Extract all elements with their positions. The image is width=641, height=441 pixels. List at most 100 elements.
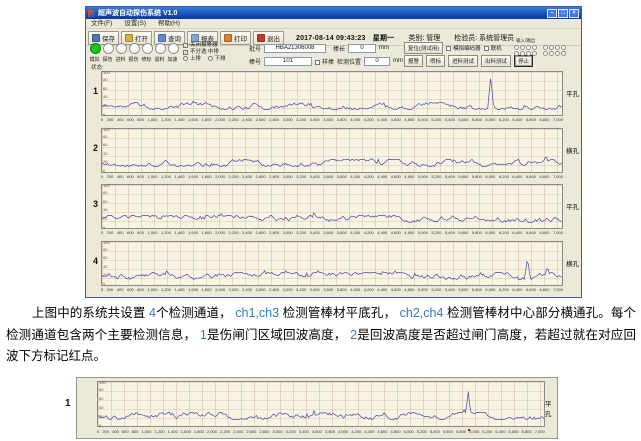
sample-checkbox[interactable]: 样棒 (315, 57, 334, 66)
x-tick-label: 3,800 (336, 286, 347, 292)
x-tick-label: 5,000 (417, 230, 428, 235)
exit-icon (257, 33, 265, 42)
status-lights (90, 43, 179, 54)
waveform-trace (98, 391, 544, 420)
x-tick-label: 6,000 (485, 173, 496, 179)
y-tick-label: 60 (103, 142, 108, 148)
x-tick-label: 4,400 (377, 286, 388, 292)
parameter-fields: 批号 棒长 mm 棒号 样棒 检测位置 mm (249, 41, 403, 67)
x-tick-label: 2,600 (255, 117, 266, 122)
x-tick-label: 7,000 (534, 429, 545, 434)
toolbar-button-保存[interactable]: 保存 (88, 30, 119, 45)
x-tick-label: 3,000 (272, 429, 283, 434)
toolbar-button-label: 打开 (135, 35, 148, 43)
x-tick-label: 1,000 (147, 173, 158, 179)
x-tick-label: 1,600 (188, 117, 199, 122)
link-checkbox-label: 联机 (490, 45, 502, 52)
option-checkboxes: ✓ 关闭报警器 ✓ 不分选 中排 上排 下排 (183, 42, 226, 63)
x-tick-label: 2,400 (242, 230, 253, 235)
machine-button-停止[interactable]: 停止 (514, 54, 534, 67)
machine-controls: 复位(测试用) 模拟编码器 联机 报警 喷标 进料测试 出料测试 停止 (404, 41, 534, 67)
rod-label: 棒号 (249, 59, 262, 66)
waveform-trace (102, 260, 562, 280)
indicator-label: 退料 (154, 57, 165, 63)
waveform-channels: 1 100 80 60 40 20 0 平孔 0 200 400 600 800 1,000 1,200 1,… (88, 70, 581, 297)
link-checkbox[interactable]: 联机 (483, 44, 502, 52)
x-tick-label: 2,600 (246, 429, 257, 434)
x-tick-label: 6,400 (512, 230, 523, 235)
close-button[interactable]: × (569, 8, 579, 18)
x-tick-label: 2,000 (207, 429, 218, 434)
toolbar-button-报表[interactable]: 报表 (187, 30, 218, 45)
io-gap (538, 45, 542, 50)
machine-button-喷标[interactable]: 喷标 (426, 54, 446, 67)
print-icon (224, 33, 232, 42)
y-tick-label: 60 (103, 255, 108, 261)
minimize-button[interactable]: – (547, 8, 557, 18)
indicator-light-探伤 (103, 43, 114, 54)
checkbox-icon: ✓ (183, 43, 188, 48)
checkbox-icon (483, 45, 489, 51)
alarm-checkbox[interactable]: ✓ 关闭报警器 (183, 42, 226, 49)
menu-item-1[interactable]: 文件(F) (91, 20, 113, 27)
encoder-checkbox[interactable]: 模拟编码器 (446, 44, 481, 52)
field-row-1: 批号 棒长 mm (249, 42, 403, 54)
report-icon (191, 33, 199, 42)
x-tick-label: 2,600 (255, 286, 266, 292)
position-input[interactable] (364, 56, 391, 66)
row-radios: 上排 下排 (183, 56, 226, 63)
x-tick-label: 5,400 (444, 173, 455, 179)
batch-input[interactable] (264, 43, 327, 53)
menu-item-3[interactable]: 帮助(H) (157, 20, 181, 27)
save-icon (92, 33, 100, 42)
encoder-checkbox-label: 模拟编码器 (453, 45, 481, 52)
toolbar-button-打印[interactable]: 打印 (220, 30, 251, 45)
machine-button-报警[interactable]: 报警 (404, 54, 424, 67)
sort-checkbox[interactable]: ✓ 不分选 中排 (183, 49, 226, 56)
reset-test-button[interactable]: 复位(测试用) (404, 41, 444, 54)
x-tick-label: 4,000 (350, 117, 361, 122)
radio-icon (207, 56, 213, 61)
x-tick-label: 4,800 (404, 117, 415, 122)
x-tick-label: 7,000 (552, 286, 563, 292)
x-tick-label: 1,000 (147, 286, 158, 292)
io-light (520, 51, 525, 56)
radio-lower[interactable]: 下排 (207, 56, 226, 62)
y-tick-label: 80 (103, 77, 108, 83)
rod-input[interactable] (264, 56, 313, 66)
x-tick-label: 400 (116, 230, 124, 235)
x-tick-label: 3,800 (324, 429, 335, 434)
x-tick-label: 6,600 (525, 117, 536, 122)
x-tick-label: 5,200 (416, 429, 427, 434)
machine-button-出料测试[interactable]: 出料测试 (481, 54, 512, 67)
x-tick-label: 400 (112, 429, 119, 434)
indicator-light-加速 (168, 43, 179, 54)
radio-upper[interactable]: 上排 (183, 56, 201, 62)
menu-item-2[interactable]: 设置(S) (124, 20, 146, 27)
x-tick-label: 3,000 (282, 286, 293, 292)
x-tick-label: 4,200 (363, 117, 374, 122)
toolbar-button-退出[interactable]: 退出 (253, 30, 284, 45)
paragraph-segment: 上图中的系统共设置 (32, 306, 150, 320)
x-tick-label: 7,000 (552, 173, 563, 179)
paragraph-segment: 个检测通道， (155, 306, 236, 320)
toolbar-button-label: 退出 (267, 35, 280, 43)
io-indicator-block: 输入/输出 (514, 38, 566, 56)
indicator-light-退料 (155, 43, 166, 54)
maximize-button[interactable]: □ (558, 8, 568, 18)
y-tick-label: 100 (103, 70, 110, 75)
sort-checkbox-label: 不分选 中排 (190, 49, 220, 55)
length-input[interactable] (348, 43, 377, 53)
machine-button-进料测试[interactable]: 进料测试 (448, 54, 479, 67)
paragraph-segment: 4 (149, 306, 156, 320)
channel-number: 1 (65, 398, 71, 409)
x-tick-label: 1,200 (161, 286, 172, 292)
y-tick-label: 60 (103, 198, 108, 204)
position-label: 检测位置 (337, 59, 362, 66)
x-tick-label: 400 (116, 286, 124, 292)
x-tick-label: 4,600 (390, 173, 401, 179)
y-tick-label: 100 (99, 380, 106, 385)
radio-upper-label: 上排 (190, 56, 202, 62)
y-tick-label: 40 (103, 263, 108, 269)
x-tick-label: 6,600 (508, 429, 519, 434)
